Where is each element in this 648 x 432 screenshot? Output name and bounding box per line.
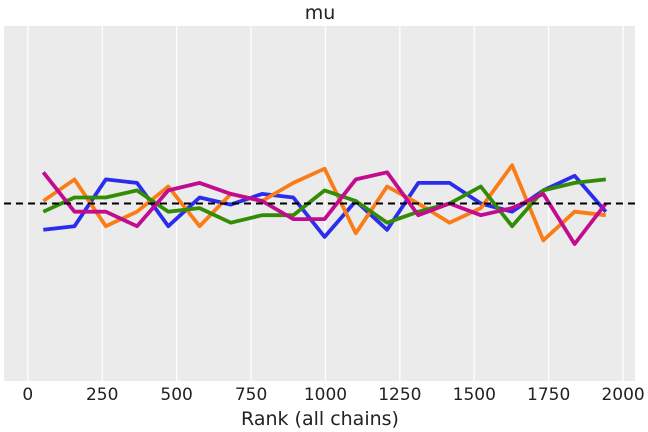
series-lines	[41, 163, 608, 246]
x-tick-label: 1000	[304, 385, 347, 405]
x-tick-label: 0	[22, 385, 33, 405]
x-tick-label: 750	[235, 385, 267, 405]
x-tick-label: 250	[86, 385, 118, 405]
chart-title: mu	[305, 2, 336, 24]
x-tick-labels: 0 250 500 750 1000 1250 1500 1750 2000	[22, 385, 644, 405]
series-line-3	[42, 177, 607, 229]
x-axis-label: Rank (all chains)	[241, 408, 399, 430]
x-tick-label: 1500	[453, 385, 496, 405]
series-line-1	[43, 173, 608, 239]
x-tick-label: 1250	[378, 385, 421, 405]
series-line-4	[41, 170, 608, 246]
x-tick-label: 1750	[527, 385, 570, 405]
x-tick-label: 500	[160, 385, 192, 405]
x-tick-label: 2000	[601, 385, 644, 405]
series-line-2	[42, 163, 607, 243]
